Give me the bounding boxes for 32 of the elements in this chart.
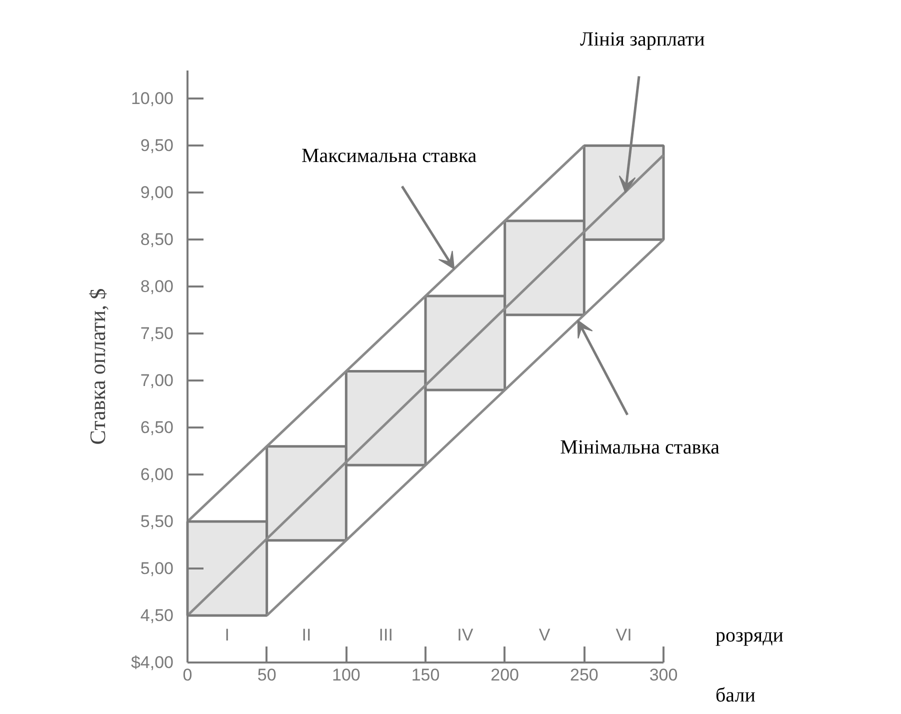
y-tick-label: 6,50: [140, 418, 174, 438]
annotation: I: [224, 626, 230, 644]
x-tick-label: 250: [570, 666, 598, 684]
x-tick-label: 200: [490, 666, 520, 684]
x-tick-label: 300: [649, 666, 678, 684]
x-tick-label: 150: [411, 666, 440, 684]
x-tick-label: 100: [332, 666, 360, 684]
x-tick-label: 50: [257, 666, 276, 684]
annotation: III: [378, 626, 393, 644]
text: розряди: [716, 624, 784, 646]
y-tick-label: 9,00: [140, 183, 174, 202]
y-tick-label: 7,50: [140, 324, 174, 344]
annotation: Мінімальна ставка: [560, 436, 720, 458]
annotation: II: [302, 626, 312, 644]
y-tick-label: 10,00: [130, 89, 174, 108]
annotation: Максимальна ставка: [301, 144, 477, 167]
y-axis-title: Ставка оплати, $: [84, 288, 110, 445]
y-tick-label: 9,50: [140, 136, 174, 156]
annotation: V: [538, 626, 551, 644]
y-tick-label: $4,00: [130, 653, 174, 672]
y-tick-label: 6,00: [140, 465, 174, 484]
x-axis-title: бали: [716, 684, 756, 706]
y-tick-label: 5,50: [140, 512, 174, 532]
x-tick-label: 0: [182, 666, 192, 684]
y-tick-label: 8,00: [140, 277, 174, 296]
y-tick-label: 7,00: [140, 371, 174, 390]
y-tick-label: 8,50: [140, 230, 174, 250]
y-tick-label: 5,00: [140, 559, 174, 578]
annotation: Лінія зарплати: [580, 28, 706, 51]
y-tick-label: 4,50: [140, 606, 174, 626]
annotation: VI: [616, 626, 632, 644]
annotation: IV: [457, 626, 474, 644]
